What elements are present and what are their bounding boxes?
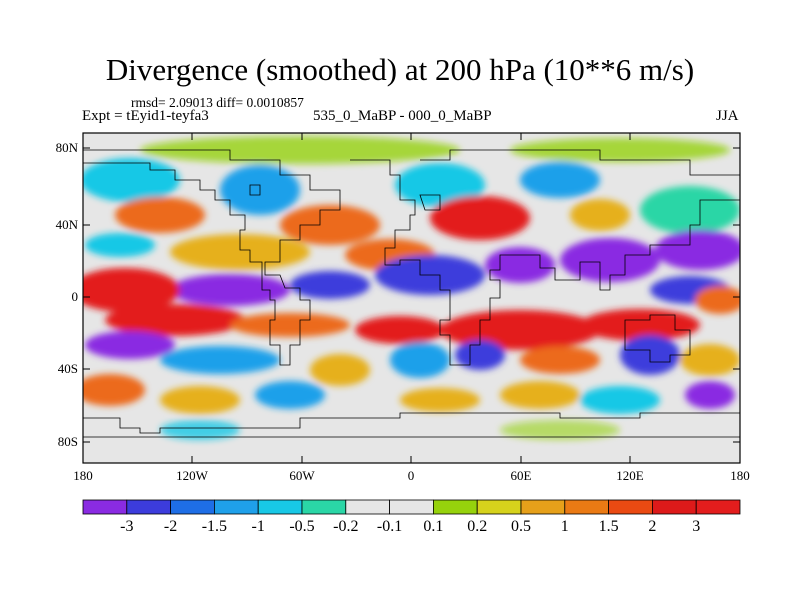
experiment-difference-label: 535_0_MaBP - 000_0_MaBP: [313, 108, 492, 124]
colorbar-swatch: [476, 499, 522, 515]
colorbar-label: -1: [251, 518, 265, 535]
colorbar-swatch: [389, 499, 434, 515]
colorbar-label: -0.5: [289, 518, 315, 535]
colorbar-label: 0.1: [423, 518, 444, 535]
lon-tick-label: 60E: [510, 468, 532, 483]
axis-ticks: [82, 133, 741, 463]
colorbar-swatch: [170, 499, 215, 515]
lat-tick-label: 40S: [57, 361, 78, 376]
colorbar-swatch: [345, 499, 390, 515]
lon-tick-label: 120E: [616, 468, 644, 483]
season-label: JJA: [716, 108, 739, 124]
chart-title: Divergence (smoothed) at 200 hPa (10**6 …: [105, 52, 695, 87]
lat-tick-label: 40N: [55, 217, 78, 232]
colorbar-label: 1: [560, 518, 569, 535]
lon-tick-label: 0: [407, 468, 415, 483]
colorbar-swatch: [213, 499, 259, 515]
colorbar-swatch: [301, 499, 347, 515]
colorbar-label: 2: [648, 518, 657, 535]
coastlines: [83, 149, 740, 438]
colorbar-swatch: [608, 499, 653, 515]
lat-tick-label: 80N: [55, 140, 78, 155]
colorbar-swatch: [432, 499, 478, 515]
colorbar-label: -1.5: [201, 518, 228, 535]
colorbar-label: 3: [692, 518, 701, 535]
colorbar-swatch: [695, 499, 741, 515]
rmsd-diff-stats: rmsd= 2.09013 diff= 0.0010857: [131, 95, 304, 110]
colorbar-label: 0.5: [511, 518, 531, 535]
colorbar-swatch: [257, 499, 303, 515]
colorbar: [82, 499, 741, 515]
colorbar-swatch: [520, 499, 566, 515]
lat-tick-label: 80S: [57, 434, 78, 449]
colorbar-label: -0.1: [376, 518, 403, 535]
colorbar-label: 0.2: [467, 518, 488, 535]
colorbar-label: 1.5: [598, 518, 619, 535]
colorbar-label: -2: [163, 518, 178, 535]
divergence-field: [83, 133, 740, 463]
colorbar-swatch: [126, 499, 172, 515]
lon-tick-label: 180: [730, 468, 750, 483]
colorbar-swatch: [564, 499, 609, 515]
lon-tick-label: 120W: [176, 468, 208, 483]
experiment-label: Expt = tEyid1-teyfa3: [82, 108, 209, 124]
colorbar-label: -0.2: [333, 518, 359, 535]
lat-tick-label: 0: [71, 289, 79, 304]
colorbar-label: -3: [120, 518, 134, 535]
colorbar-swatch: [652, 499, 697, 515]
lon-tick-label: 60W: [289, 468, 315, 483]
lon-tick-label: 180: [73, 468, 93, 483]
colorbar-swatch: [82, 499, 128, 515]
